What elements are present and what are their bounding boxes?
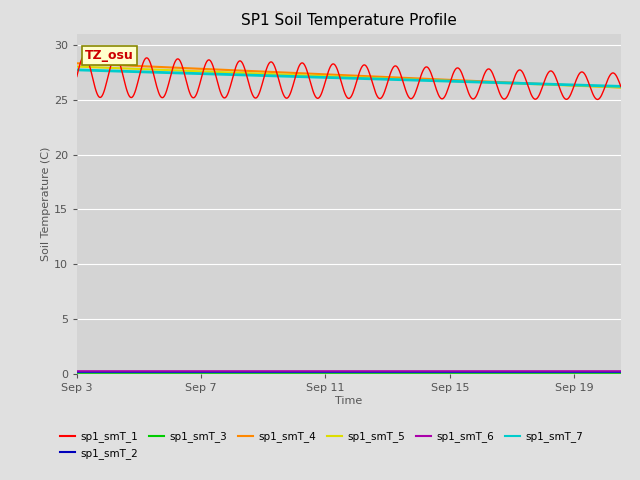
sp1_smT_5 <box>169 67 177 73</box>
Line: sp1_smT_5: sp1_smT_5 <box>77 67 621 87</box>
sp1_smT_4 <box>73 60 81 66</box>
sp1_smT_1 <box>593 96 601 102</box>
Line: sp1_smT_7: sp1_smT_7 <box>77 70 621 86</box>
sp1_smT_6 <box>483 369 490 374</box>
sp1_smT_1 <box>320 84 328 90</box>
sp1_smT_2 <box>617 370 625 375</box>
Line: sp1_smT_1: sp1_smT_1 <box>77 56 621 99</box>
sp1_smT_5 <box>394 76 401 82</box>
sp1_smT_6 <box>394 369 401 374</box>
sp1_smT_3 <box>73 371 81 377</box>
sp1_smT_7 <box>319 74 327 80</box>
sp1_smT_7 <box>213 71 221 77</box>
sp1_smT_2 <box>319 370 327 375</box>
sp1_smT_5 <box>617 84 625 90</box>
sp1_smT_1 <box>73 73 81 79</box>
Legend: sp1_smT_1, sp1_smT_2, sp1_smT_3, sp1_smT_4, sp1_smT_5, sp1_smT_6, sp1_smT_7: sp1_smT_1, sp1_smT_2, sp1_smT_3, sp1_smT… <box>56 427 588 463</box>
sp1_smT_7 <box>394 77 401 83</box>
sp1_smT_7 <box>483 79 490 85</box>
sp1_smT_4 <box>169 65 177 71</box>
sp1_smT_3 <box>394 371 401 377</box>
sp1_smT_7 <box>169 70 177 76</box>
sp1_smT_2 <box>436 370 444 375</box>
sp1_smT_2 <box>483 370 490 375</box>
sp1_smT_5 <box>483 79 490 85</box>
sp1_smT_1 <box>81 53 89 59</box>
Text: TZ_osu: TZ_osu <box>85 49 134 62</box>
sp1_smT_4 <box>213 67 221 72</box>
Line: sp1_smT_4: sp1_smT_4 <box>77 63 621 87</box>
sp1_smT_5 <box>213 69 221 75</box>
sp1_smT_3 <box>213 371 221 377</box>
sp1_smT_6 <box>319 369 327 374</box>
sp1_smT_1 <box>214 80 221 85</box>
sp1_smT_1 <box>483 67 491 72</box>
sp1_smT_2 <box>169 370 177 375</box>
Y-axis label: Soil Temperature (C): Soil Temperature (C) <box>41 147 51 261</box>
sp1_smT_5 <box>436 78 444 84</box>
sp1_smT_7 <box>73 67 81 73</box>
sp1_smT_3 <box>436 371 444 377</box>
sp1_smT_3 <box>169 371 177 377</box>
sp1_smT_5 <box>319 73 327 79</box>
sp1_smT_2 <box>213 370 221 375</box>
sp1_smT_7 <box>436 78 444 84</box>
sp1_smT_6 <box>436 369 444 374</box>
sp1_smT_5 <box>73 64 81 70</box>
sp1_smT_4 <box>436 76 444 82</box>
sp1_smT_1 <box>437 96 445 101</box>
sp1_smT_3 <box>483 371 490 377</box>
sp1_smT_6 <box>213 369 221 374</box>
sp1_smT_4 <box>617 84 625 90</box>
sp1_smT_1 <box>170 61 178 67</box>
sp1_smT_3 <box>319 371 327 377</box>
sp1_smT_6 <box>617 369 625 374</box>
sp1_smT_4 <box>483 79 490 84</box>
sp1_smT_6 <box>169 369 177 374</box>
Title: SP1 Soil Temperature Profile: SP1 Soil Temperature Profile <box>241 13 457 28</box>
sp1_smT_4 <box>394 75 401 81</box>
X-axis label: Time: Time <box>335 396 362 406</box>
sp1_smT_6 <box>73 369 81 374</box>
sp1_smT_1 <box>617 84 625 89</box>
sp1_smT_7 <box>617 84 625 89</box>
sp1_smT_2 <box>73 370 81 375</box>
sp1_smT_1 <box>394 66 402 72</box>
sp1_smT_3 <box>617 371 625 377</box>
sp1_smT_2 <box>394 370 401 375</box>
sp1_smT_4 <box>319 72 327 77</box>
